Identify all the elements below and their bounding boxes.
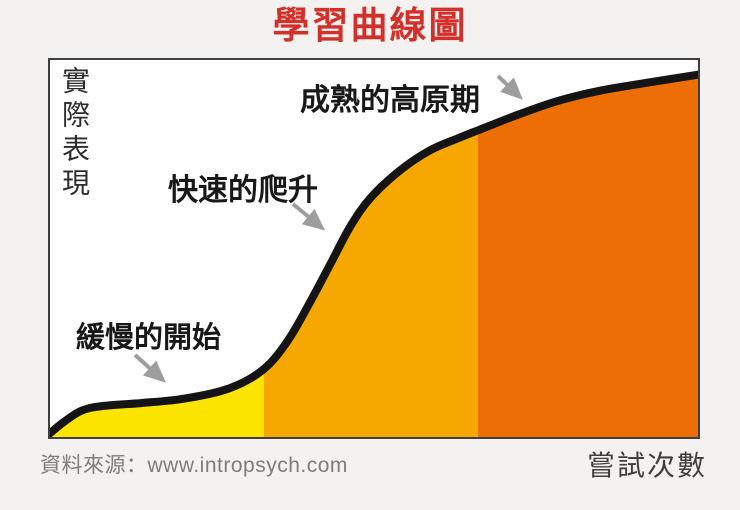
x-axis-label: 嘗試次數 [586, 450, 707, 481]
annotation-slow-start: 緩慢的開始 [76, 322, 222, 354]
phase-band-3 [477, 74, 698, 437]
arrow-icon-rapid-climb [291, 202, 326, 231]
y-axis-label: 實際表現 [59, 66, 90, 202]
arrow-icon-slow-start [133, 353, 166, 383]
annotation-plateau: 成熟的高原期 [300, 84, 480, 117]
learning-curve-line [50, 70, 698, 437]
chart-area [48, 58, 700, 439]
source-text: 資料來源：www.intropsych.com [40, 454, 348, 477]
page-title: 學習曲線圖 [272, 5, 468, 46]
learning-curve-svg [50, 70, 698, 437]
annotation-rapid-climb: 快速的爬升 [168, 174, 318, 207]
arrow-icon-plateau [496, 74, 523, 100]
